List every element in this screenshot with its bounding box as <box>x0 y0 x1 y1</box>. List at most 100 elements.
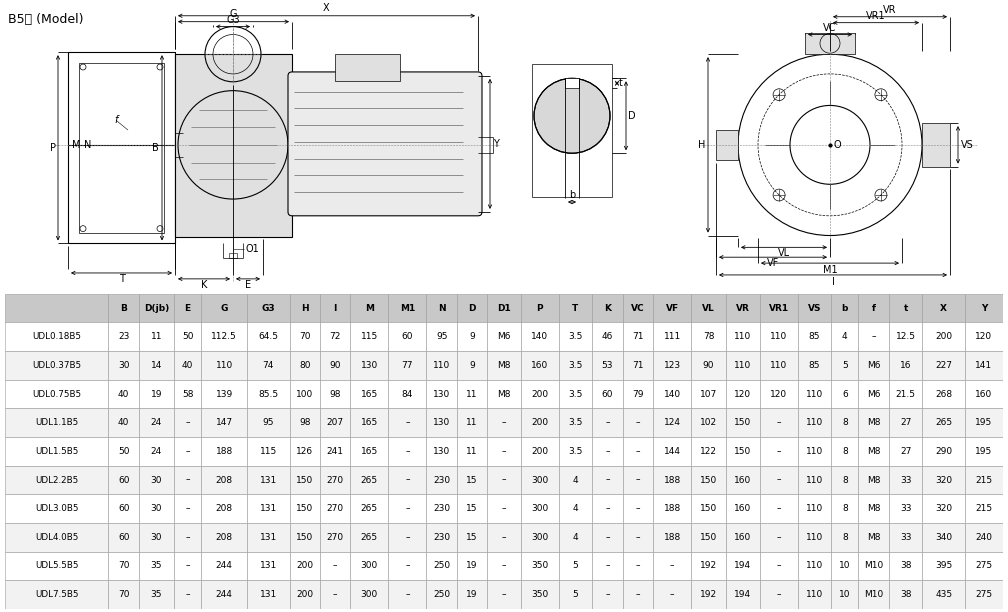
Text: VF: VF <box>665 304 678 313</box>
Text: 320: 320 <box>935 476 953 485</box>
Bar <box>109 323 139 351</box>
Text: 19: 19 <box>467 590 478 599</box>
Text: 110: 110 <box>805 418 823 427</box>
Bar <box>521 437 558 466</box>
Text: N: N <box>85 140 92 150</box>
Text: X: X <box>940 304 948 313</box>
Bar <box>174 466 202 494</box>
Bar <box>797 408 831 437</box>
Bar <box>653 294 691 323</box>
Bar <box>558 351 593 379</box>
Bar <box>139 379 174 408</box>
Bar <box>457 437 487 466</box>
Text: 230: 230 <box>433 476 451 485</box>
Bar <box>889 323 922 351</box>
Bar <box>558 408 593 437</box>
Text: T: T <box>119 274 124 284</box>
Text: b: b <box>569 190 576 200</box>
Bar <box>716 130 738 160</box>
Text: 208: 208 <box>216 533 233 542</box>
Text: 4: 4 <box>573 533 579 542</box>
Bar <box>351 379 388 408</box>
Bar <box>426 437 457 466</box>
Text: 120: 120 <box>976 332 993 341</box>
Bar <box>388 379 426 408</box>
Bar <box>426 323 457 351</box>
Bar <box>109 408 139 437</box>
Text: M10: M10 <box>864 590 883 599</box>
Bar <box>797 466 831 494</box>
Text: 160: 160 <box>734 533 751 542</box>
Bar <box>797 551 831 580</box>
Text: 60: 60 <box>118 504 129 513</box>
Bar <box>859 523 889 551</box>
Bar <box>109 351 139 379</box>
Bar <box>593 494 623 523</box>
Text: –: – <box>776 533 781 542</box>
Text: 38: 38 <box>900 561 911 570</box>
Bar <box>457 351 487 379</box>
Text: 126: 126 <box>296 447 313 456</box>
Bar <box>726 580 760 609</box>
Bar <box>320 551 351 580</box>
Text: 4: 4 <box>842 332 848 341</box>
Text: 227: 227 <box>935 361 953 370</box>
Bar <box>593 466 623 494</box>
Bar <box>68 52 175 244</box>
Text: 71: 71 <box>632 361 644 370</box>
Bar <box>653 580 691 609</box>
Bar <box>247 466 289 494</box>
Bar <box>922 294 965 323</box>
Bar <box>593 323 623 351</box>
Text: 340: 340 <box>935 533 953 542</box>
Text: f: f <box>872 304 876 313</box>
Bar <box>859 294 889 323</box>
Text: VL: VL <box>703 304 715 313</box>
Bar <box>623 523 653 551</box>
Text: P: P <box>50 143 56 153</box>
Bar <box>202 466 247 494</box>
Bar <box>593 379 623 408</box>
Bar <box>965 580 1003 609</box>
Bar <box>202 323 247 351</box>
Text: 33: 33 <box>900 504 911 513</box>
Text: 72: 72 <box>330 332 341 341</box>
Text: M8: M8 <box>497 390 511 398</box>
Bar <box>691 323 726 351</box>
Bar <box>521 408 558 437</box>
Text: 110: 110 <box>433 361 451 370</box>
Bar <box>965 408 1003 437</box>
Text: 14: 14 <box>151 361 162 370</box>
Text: UDL0.18B5: UDL0.18B5 <box>32 332 82 341</box>
Text: 30: 30 <box>118 361 129 370</box>
Bar <box>202 523 247 551</box>
Bar <box>691 408 726 437</box>
Text: 268: 268 <box>935 390 953 398</box>
Bar <box>623 494 653 523</box>
Bar <box>653 437 691 466</box>
Text: G: G <box>221 304 228 313</box>
Text: 11: 11 <box>467 447 478 456</box>
Text: UDL4.0B5: UDL4.0B5 <box>35 533 79 542</box>
Text: 275: 275 <box>976 561 993 570</box>
Bar <box>889 351 922 379</box>
Text: 160: 160 <box>734 504 751 513</box>
Text: 150: 150 <box>734 447 751 456</box>
Text: 112.5: 112.5 <box>212 332 237 341</box>
Bar <box>109 466 139 494</box>
Bar <box>320 466 351 494</box>
Text: 120: 120 <box>770 390 787 398</box>
Bar <box>109 437 139 466</box>
Text: 110: 110 <box>805 590 823 599</box>
Text: Y: Y <box>981 304 987 313</box>
Text: 3.5: 3.5 <box>569 418 583 427</box>
Text: –: – <box>776 476 781 485</box>
Text: 188: 188 <box>663 533 680 542</box>
Bar <box>521 351 558 379</box>
Bar <box>247 408 289 437</box>
Text: D1: D1 <box>497 304 511 313</box>
Text: 6: 6 <box>842 390 848 398</box>
Bar <box>965 494 1003 523</box>
Text: VR: VR <box>736 304 750 313</box>
Text: 131: 131 <box>260 561 277 570</box>
